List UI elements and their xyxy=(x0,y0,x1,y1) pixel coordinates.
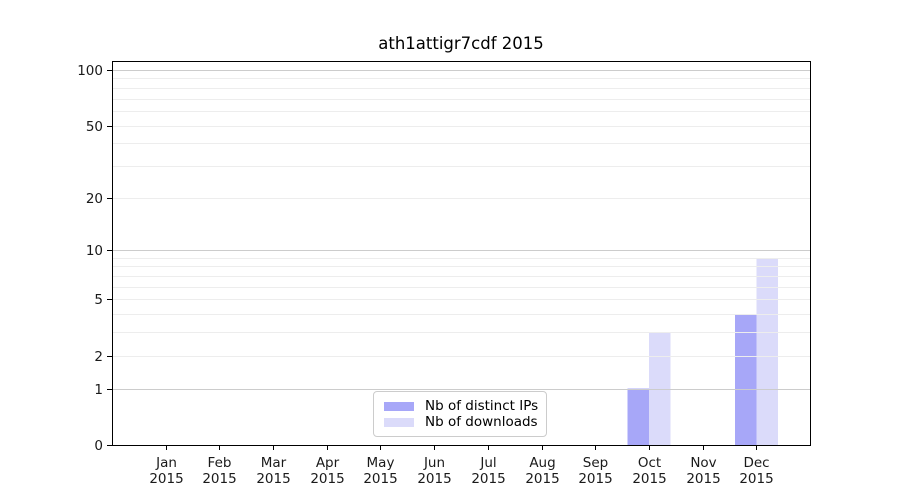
legend-row-downloads: Nb of downloads xyxy=(384,414,546,430)
legend-label-distinct-ips: Nb of distinct IPs xyxy=(425,398,539,414)
y-tick-label: 20 xyxy=(86,191,103,207)
x-tick-label-apr: Apr 2015 xyxy=(310,455,344,487)
legend-row-distinct-ips: Nb of distinct IPs xyxy=(384,398,546,414)
x-tick-label-dec: Dec 2015 xyxy=(739,455,773,487)
chart-title: ath1attigr7cdf 2015 xyxy=(378,34,544,53)
x-tick-label-jun: Jun 2015 xyxy=(417,455,451,487)
y-tick-label: 100 xyxy=(77,63,103,79)
x-tick-label-sep: Sep 2015 xyxy=(578,455,612,487)
x-tick-label-may: May 2015 xyxy=(363,455,397,487)
y-tick-label: 10 xyxy=(86,243,103,259)
legend-swatch-downloads xyxy=(384,417,414,427)
x-tick-label-nov: Nov 2015 xyxy=(686,455,720,487)
x-tick-label-feb: Feb 2015 xyxy=(202,455,236,487)
y-tick-label: 1 xyxy=(94,382,103,398)
y-tick-label: 0 xyxy=(94,438,103,454)
bar-distinct-ips-dec xyxy=(734,314,757,445)
x-tick-label-jul: Jul 2015 xyxy=(471,455,505,487)
y-tick-label: 2 xyxy=(94,349,103,365)
bar-downloads-oct xyxy=(648,332,671,445)
y-tick-label: 5 xyxy=(94,292,103,308)
x-tick-label-aug: Aug 2015 xyxy=(525,455,559,487)
legend-swatch-distinct-ips xyxy=(384,401,414,411)
x-tick-label-mar: Mar 2015 xyxy=(256,455,290,487)
bar-downloads-dec xyxy=(756,257,778,445)
legend-label-downloads: Nb of downloads xyxy=(425,414,538,430)
bar-distinct-ips-oct xyxy=(627,388,649,445)
legend: Nb of distinct IPs Nb of downloads xyxy=(373,391,547,437)
x-tick-label-jan: Jan 2015 xyxy=(149,455,183,487)
y-tick-label: 50 xyxy=(86,119,103,135)
x-tick-label-oct: Oct 2015 xyxy=(632,455,666,487)
plot-border xyxy=(112,61,811,446)
